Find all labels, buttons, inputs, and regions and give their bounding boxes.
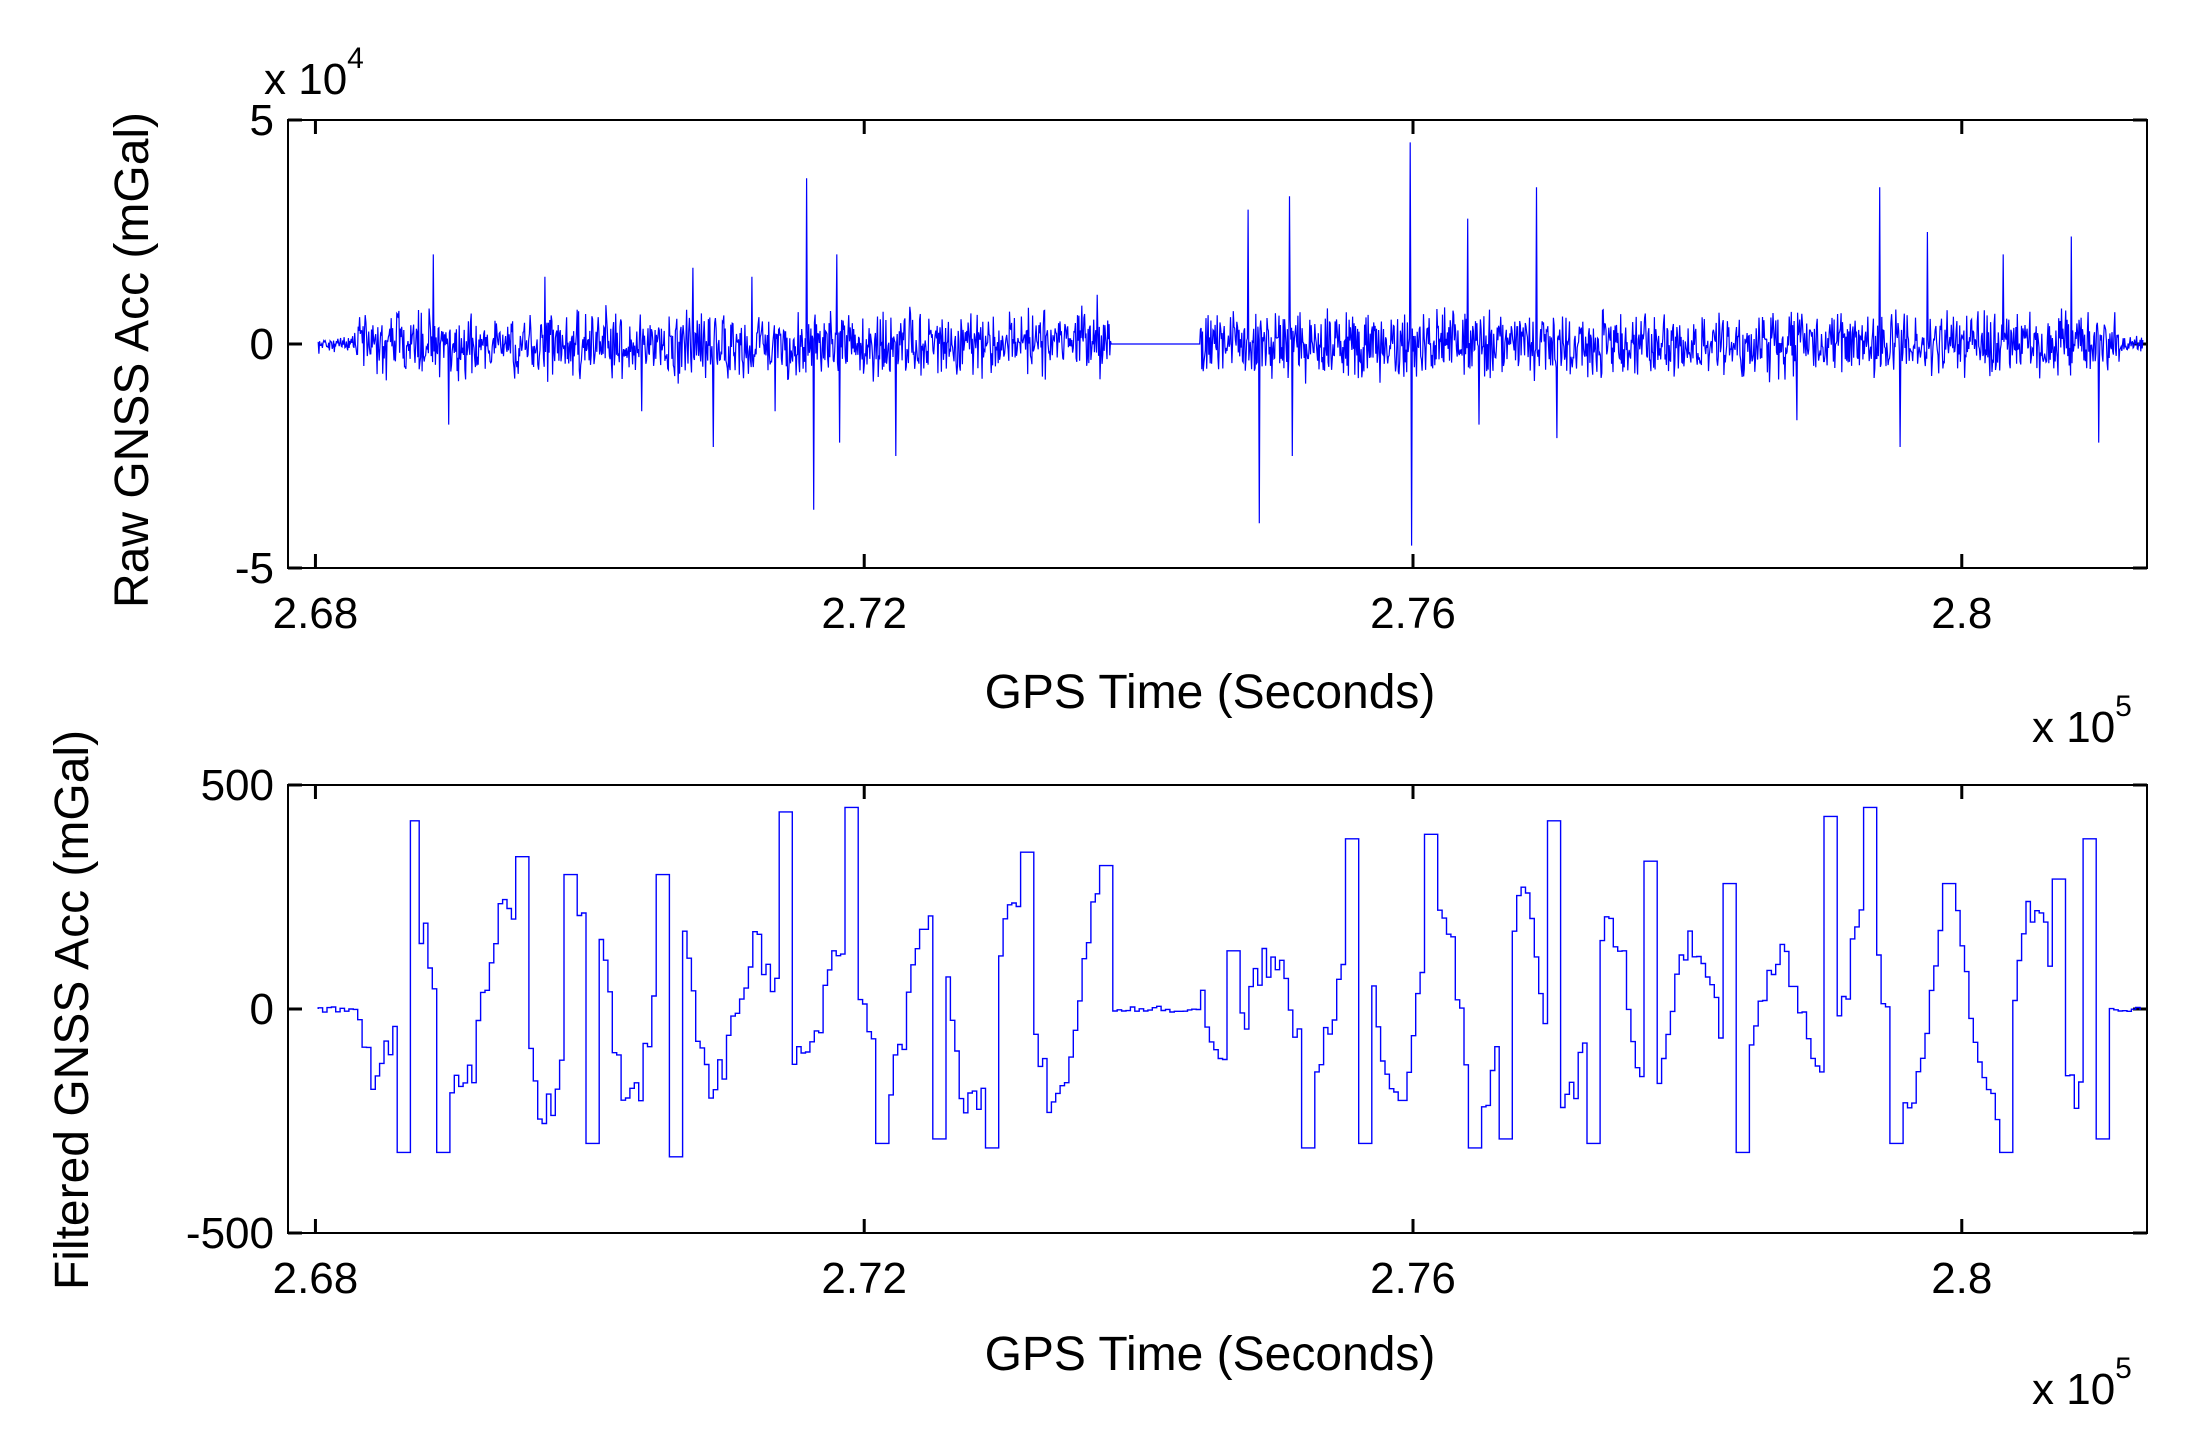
raw-acc-y-tick-label: -5 xyxy=(235,544,274,593)
filtered-acc-x-tick-labels: 2.68 2.72 2.76 2.8 xyxy=(273,1254,1993,1303)
raw-acc-y-multiplier-base: x 10 xyxy=(264,55,347,104)
filtered-acc-plot-frame xyxy=(287,784,2148,1234)
raw-acc-y-multiplier: x 104 xyxy=(264,42,364,104)
raw-acc-panel: 2.68 2.72 2.76 2.8 -505 GPS Time (Seconds) … xyxy=(106,42,2148,752)
raw-acc-y-multiplier-exp: 4 xyxy=(347,42,364,75)
raw-acc-x-axis-label: GPS Time (Seconds) xyxy=(985,666,1436,719)
filtered-acc-x-tick-label: 2.8 xyxy=(1931,1254,1992,1303)
filtered-acc-panel: 2.68 2.72 2.76 2.8 -500 0 500 GPS Time (Secon… xyxy=(46,730,2148,1414)
raw-acc-x-multiplier-exp: 5 xyxy=(2115,690,2132,723)
filtered-acc-ticks xyxy=(288,783,2147,1235)
filtered-acc-x-tick-label: 2.68 xyxy=(273,1254,359,1303)
filtered-acc-x-tick-label: 2.76 xyxy=(1370,1254,1456,1303)
raw-acc-y-tick-labels: -5 0 5 xyxy=(235,96,274,593)
raw-acc-x-multiplier: x 105 xyxy=(2032,690,2132,752)
filtered-acc-x-multiplier-exp: 5 xyxy=(2115,1352,2132,1385)
raw-acc-y-tick-label: 0 xyxy=(250,320,274,369)
raw-acc-x-tick-label: 2.8 xyxy=(1931,589,1992,638)
filtered-acc-series-line xyxy=(317,806,2141,1158)
raw-acc-plot-frame xyxy=(287,119,2148,569)
filtered-acc-y-tick-labels: -500 0 500 xyxy=(186,761,274,1258)
raw-acc-y-axis-label: Raw GNSS Acc (mGal) xyxy=(106,112,159,608)
filtered-acc-y-tick-label: 0 xyxy=(250,985,274,1034)
filtered-acc-x-multiplier: x 105 xyxy=(2032,1352,2132,1414)
filtered-acc-y-tick-label: -500 xyxy=(186,1209,274,1258)
filtered-acc-x-tick-label: 2.72 xyxy=(821,1254,907,1303)
raw-acc-y-tick-label: 5 xyxy=(250,96,274,145)
filtered-acc-y-tick-label: 500 xyxy=(201,761,274,810)
raw-acc-x-tick-labels: 2.68 2.72 2.76 2.8 xyxy=(273,589,1993,638)
filtered-acc-x-axis-label: GPS Time (Seconds) xyxy=(985,1328,1436,1381)
raw-acc-series-line xyxy=(317,142,2144,546)
filtered-acc-x-multiplier-base: x 10 xyxy=(2032,1365,2115,1414)
raw-acc-x-multiplier-base: x 10 xyxy=(2032,703,2115,752)
raw-acc-x-tick-label: 2.72 xyxy=(821,589,907,638)
filtered-acc-y-axis-label: Filtered GNSS Acc (mGal) xyxy=(46,730,99,1290)
raw-acc-x-tick-label: 2.68 xyxy=(273,589,359,638)
raw-acc-x-tick-label: 2.76 xyxy=(1370,589,1456,638)
